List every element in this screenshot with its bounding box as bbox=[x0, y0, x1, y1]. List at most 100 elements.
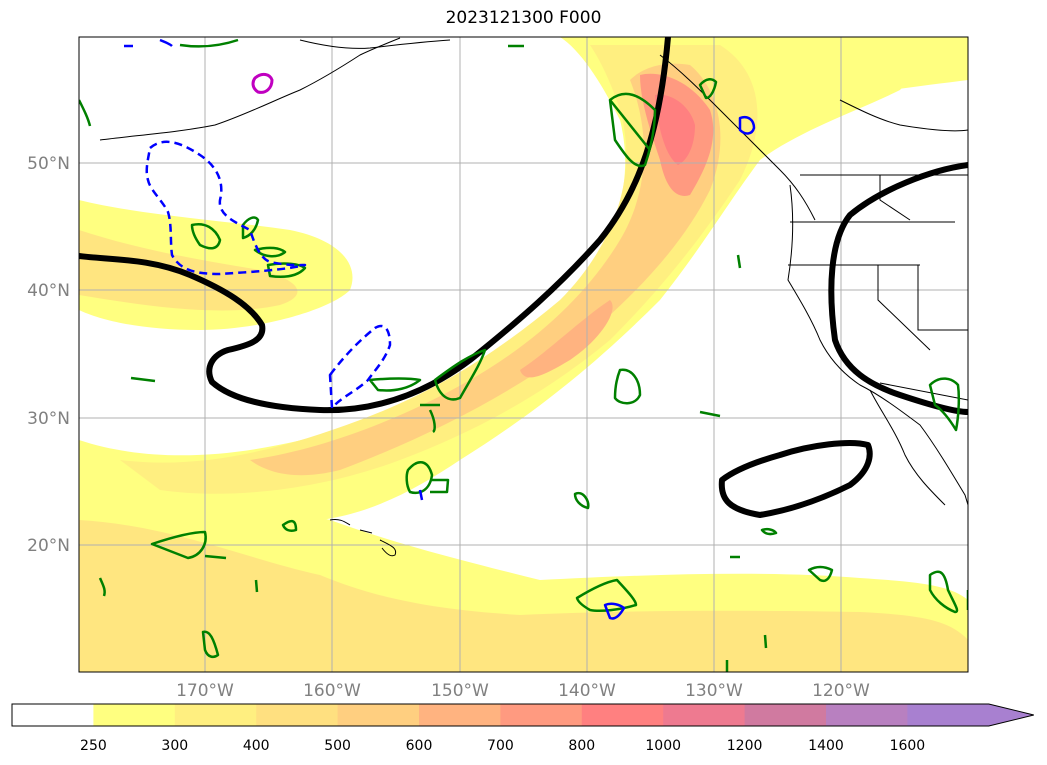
map-title: 2023121300 F000 bbox=[445, 8, 602, 28]
colorbar-extend-arrow bbox=[907, 704, 1034, 726]
blue-contour-6 bbox=[159, 38, 173, 47]
green-contour-34 bbox=[763, 634, 768, 649]
coast-hawaii bbox=[329, 519, 397, 557]
colorbar: 250 300 400 500 600 700 800 1000 1200 1400 1600 bbox=[11, 703, 1034, 754]
border-id-mt bbox=[879, 175, 911, 221]
green-contour-16 bbox=[204, 554, 227, 560]
colorbar-segment bbox=[419, 704, 501, 726]
green-contour-17 bbox=[281, 519, 298, 533]
shade-ar-subcore bbox=[520, 300, 613, 378]
green-contour-33 bbox=[254, 579, 259, 593]
blue-contour-dashed-2 bbox=[328, 324, 392, 410]
green-contour-15 bbox=[150, 530, 207, 560]
colorbar-segment bbox=[500, 704, 583, 726]
coast-baja bbox=[869, 389, 946, 506]
lat-label-30n: 30°N bbox=[27, 409, 70, 429]
green-contour-6 bbox=[241, 216, 260, 240]
lat-label-50n: 50°N bbox=[27, 154, 70, 174]
colorbar-tick-label: 800 bbox=[568, 738, 595, 754]
green-contours bbox=[79, 38, 968, 672]
coast-se-alaska bbox=[839, 99, 968, 132]
green-contour-20 bbox=[928, 377, 961, 432]
green-contour-22 bbox=[201, 630, 220, 659]
border-us-mexico bbox=[879, 382, 968, 401]
lon-labels: 170°W 160°W 150°W 140°W 130°W 120°W bbox=[176, 681, 870, 701]
green-contour-18 bbox=[575, 578, 638, 613]
shade-ar-peak bbox=[655, 94, 695, 165]
colorbar-tick-label: 1000 bbox=[645, 738, 681, 754]
colorbar-tick-label: 1400 bbox=[808, 738, 844, 754]
green-contour-3 bbox=[190, 223, 222, 250]
colorbar-tick-label: 600 bbox=[406, 738, 433, 754]
green-contour-12 bbox=[405, 461, 434, 494]
colorbar-segment bbox=[256, 704, 339, 726]
green-contour-26 bbox=[179, 38, 239, 48]
green-contour-32 bbox=[736, 254, 742, 269]
border-ca-nv bbox=[877, 265, 931, 351]
lon-label-170w: 170°W bbox=[176, 681, 234, 701]
green-contour-5 bbox=[266, 262, 307, 278]
green-contour-23 bbox=[98, 577, 106, 597]
lat-label-20n: 20°N bbox=[27, 536, 70, 556]
coast-aleutian-arc bbox=[99, 37, 401, 141]
green-contour-13 bbox=[430, 478, 450, 494]
blue-contour-dashed-1 bbox=[145, 140, 307, 276]
colorbar-segment bbox=[93, 704, 176, 726]
colorbar-segment bbox=[174, 704, 257, 726]
colorbar-segment bbox=[337, 704, 420, 726]
green-contour-19 bbox=[928, 570, 959, 614]
green-contour-28 bbox=[130, 376, 156, 383]
colorbar-tick-label: 500 bbox=[324, 738, 351, 754]
blue-contour-3 bbox=[738, 115, 756, 135]
lon-label-150w: 150°W bbox=[431, 681, 489, 701]
graticule bbox=[79, 37, 968, 672]
green-contour-14 bbox=[573, 491, 590, 510]
green-contour-24 bbox=[698, 78, 718, 100]
colorbar-segment bbox=[12, 704, 94, 726]
coast-us-west bbox=[787, 184, 968, 506]
black-contours bbox=[79, 37, 968, 518]
green-contour-29 bbox=[699, 410, 721, 418]
green-contour-7 bbox=[433, 348, 487, 401]
colorbar-tick-label: 250 bbox=[80, 738, 107, 754]
green-contour-4 bbox=[253, 246, 287, 258]
blue-contour-4 bbox=[603, 602, 626, 620]
magenta-contour bbox=[251, 72, 274, 94]
colorbar-segment bbox=[663, 704, 746, 726]
green-contour-10 bbox=[368, 377, 422, 392]
colorbar-tick-label: 300 bbox=[161, 738, 188, 754]
green-contour-21 bbox=[807, 565, 834, 583]
border-nv-az bbox=[917, 265, 968, 331]
colorbar-ticks: 250 300 400 500 600 700 800 1000 1200 1400 1600 bbox=[80, 738, 925, 754]
colorbar-tick-label: 1200 bbox=[727, 738, 763, 754]
coastlines bbox=[99, 37, 968, 557]
colorbar-segment bbox=[826, 704, 908, 726]
colorbar-tick-label: 400 bbox=[243, 738, 270, 754]
blue-contour-7 bbox=[418, 489, 424, 501]
colorbar-segment bbox=[581, 704, 664, 726]
green-contour-11 bbox=[613, 368, 642, 405]
shade-tropical-band-inner bbox=[79, 520, 968, 672]
green-contour-31 bbox=[760, 527, 778, 536]
colorbar-tick-label: 1600 bbox=[890, 738, 926, 754]
colorbar-segments bbox=[11, 703, 1034, 727]
colorbar-tick-label: 700 bbox=[487, 738, 514, 754]
green-contour-25 bbox=[79, 99, 92, 127]
lat-label-40n: 40°N bbox=[27, 281, 70, 301]
lon-label-140w: 140°W bbox=[558, 681, 616, 701]
lon-label-160w: 160°W bbox=[303, 681, 361, 701]
coast-alaska-mainland bbox=[299, 39, 451, 49]
lon-label-130w: 130°W bbox=[685, 681, 743, 701]
map-frame bbox=[78, 36, 969, 673]
blue-contours bbox=[124, 38, 756, 620]
green-contour-2 bbox=[609, 99, 651, 151]
lon-label-120w: 120°W bbox=[812, 681, 870, 701]
black-contour-ar-trough bbox=[79, 37, 671, 414]
colorbar-frame bbox=[11, 703, 1034, 727]
black-contour-coastal-ridge bbox=[828, 162, 968, 415]
green-contour-9 bbox=[428, 409, 436, 434]
green-contour-1 bbox=[608, 92, 657, 168]
lat-labels: 50°N 40°N 30°N 20°N bbox=[27, 154, 70, 556]
shade-northeast bbox=[770, 37, 968, 104]
